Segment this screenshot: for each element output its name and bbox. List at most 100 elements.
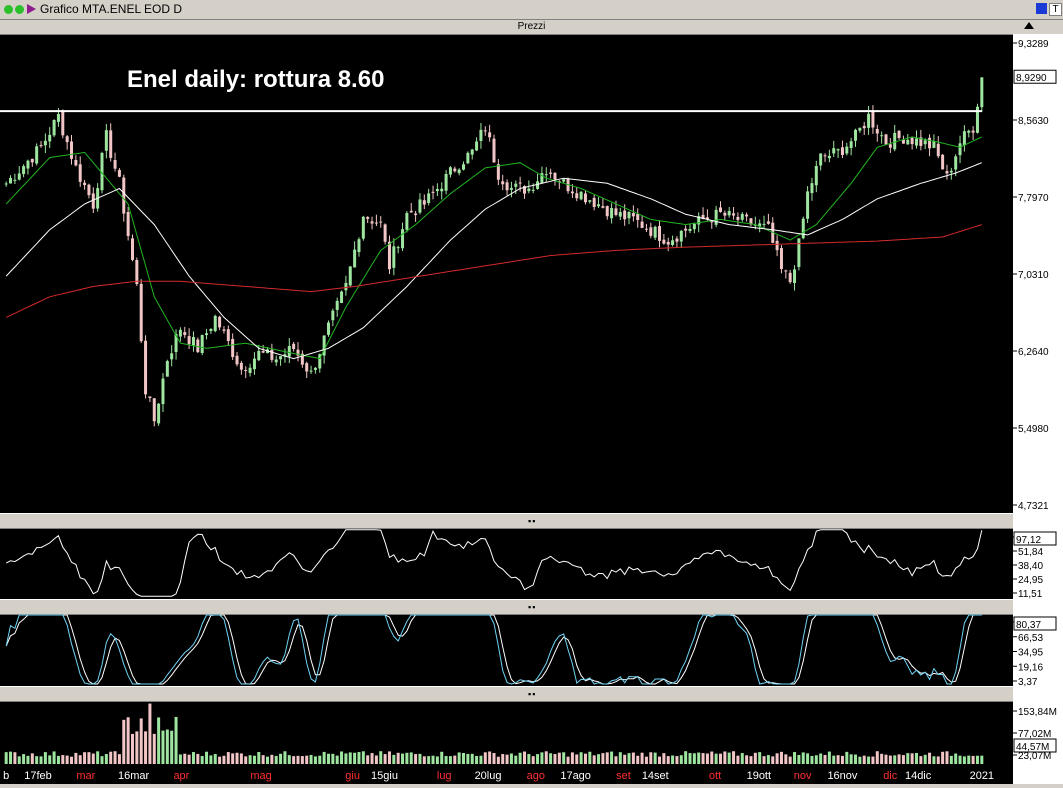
candle-body [714,209,718,225]
candle-body [257,350,261,361]
candle-body [409,210,413,213]
candle-body [679,230,683,242]
candle-body [401,229,405,249]
play-icon[interactable] [27,4,36,14]
volume-bar [501,754,505,764]
date-tick-label: 2021 [970,770,994,782]
volume-bar [806,753,810,764]
candle-body [374,222,378,224]
candle-body [440,188,444,192]
candle-body [244,370,248,372]
volume-bar [514,755,518,764]
candle-body [13,179,17,181]
date-tick-label: mag [250,770,271,782]
axis-bg [1013,34,1063,786]
candle-body [671,240,675,246]
volume-bar [183,753,187,764]
price-tick-label: 5,4980 [1018,424,1049,435]
scroll-up-icon[interactable] [1024,22,1034,29]
volume-bar [688,753,692,764]
candle-body [387,241,391,270]
stochastic-tick-label: 19,16 [1018,662,1043,673]
volume-bar [557,752,561,764]
status-bar [0,784,1063,788]
price-axis: 9,3289 8,5630 7,7970 7,0310 6,2640 5,4980 4,73… [1013,34,1063,786]
candle-body [875,128,879,134]
candle-body [627,211,631,219]
volume-bar [936,756,940,764]
date-tick-label: 14dic [905,770,932,782]
volume-bar [257,751,261,764]
candle-body [183,332,187,336]
volume-bar [170,730,174,764]
volume-bar [684,751,688,764]
candle-body [801,218,805,239]
candle-body [52,119,56,136]
volume-bar [305,755,309,764]
volume-bar [139,718,143,764]
volume-bar [17,756,21,764]
candle-body [749,218,753,225]
volume-bar [697,752,701,764]
volume-bar [845,751,849,764]
candle-body [4,183,8,185]
candle-body [858,127,862,131]
candle-body [975,106,979,133]
price-tick-label: 8,5630 [1018,116,1049,127]
candle-body [335,300,339,310]
pane-separator-3[interactable]: ▪▪ [0,686,1063,702]
volume-bar [727,752,731,764]
volume-bar [266,756,270,764]
volume-bar [244,756,248,764]
volume-last-label: 44,57M [1016,742,1049,753]
volume-bar [196,753,200,764]
price-tick-label: 9,3289 [1018,39,1049,50]
candle-body [906,139,910,145]
volume-bar [165,729,169,764]
volume-bar [370,753,374,764]
date-tick-label: 17ago [560,770,591,782]
pin-icon[interactable]: T [1049,3,1062,16]
maximize-icon[interactable] [1036,3,1047,14]
candle-body [361,216,365,239]
volume-bar [884,754,888,764]
candle-body [300,353,304,365]
candle-body [958,143,962,156]
stochastic-tick-label: 34,95 [1018,648,1043,659]
pane-separator-2[interactable]: ▪▪ [0,599,1063,615]
candle-body [692,224,696,230]
candle-body [488,132,492,138]
candle-body [793,269,797,284]
price-tick-label: 6,2640 [1018,347,1049,358]
volume-bar [457,752,461,764]
candle-body [901,139,905,144]
candle-body [536,181,540,189]
candle-body [209,328,213,331]
volume-last-label-box [1013,738,1057,753]
volume-bar [331,753,335,764]
momentum-line [5,529,983,597]
candle-body [967,130,971,133]
volume-bar [910,753,914,764]
candle-body [205,333,209,336]
volume-bar [48,755,52,764]
volume-bar [570,752,574,764]
volume-bar [322,751,326,764]
volume-pane [4,703,984,764]
volume-bar [588,751,592,764]
volume-bar [261,755,265,764]
volume-bar [427,756,431,764]
candle-body [435,188,439,192]
volume-bar [967,755,971,764]
candle-body [845,146,849,154]
candle-body [479,129,483,141]
volume-bar [466,753,470,764]
volume-bar [218,756,222,764]
candle-body [549,172,553,174]
pane-separator-1[interactable]: ▪▪ [0,513,1063,529]
volume-bar [544,751,548,764]
candle-body [405,213,409,230]
candle-body [283,354,287,357]
candle-body [710,221,714,223]
